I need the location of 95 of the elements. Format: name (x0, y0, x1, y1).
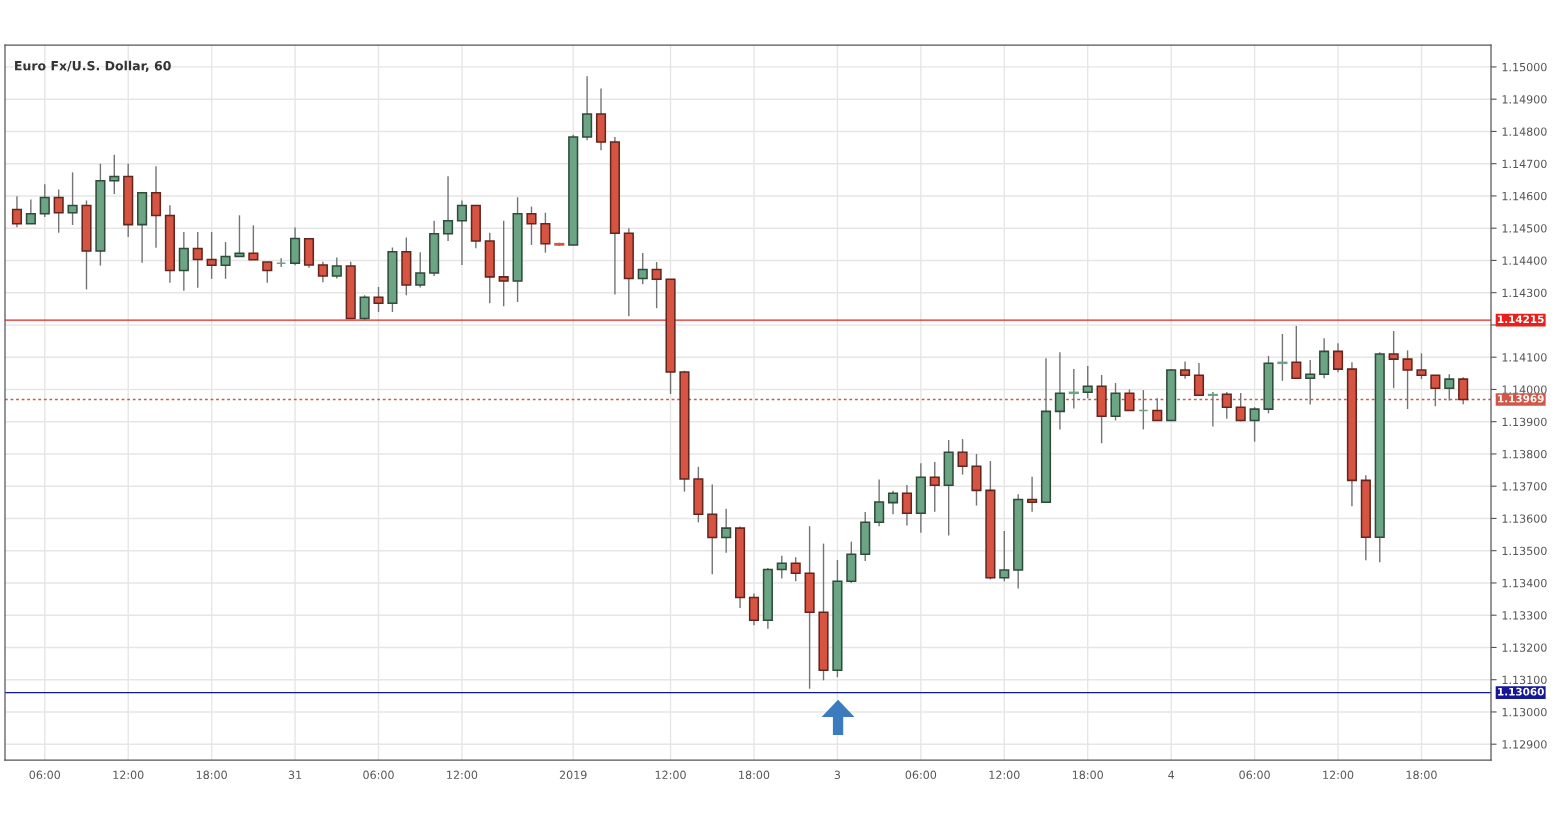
candlestick (1291, 325, 1302, 380)
candlestick (192, 231, 203, 289)
text: Euro Fx/U.S. Dollar, 60 (15, 60, 171, 72)
x-tick-label: 3 (834, 770, 841, 780)
candlestick (1193, 362, 1205, 397)
y-tick-label: 1.13000 (1502, 707, 1547, 717)
candlestick (150, 165, 162, 249)
x-tick-label: 06:00 (363, 770, 394, 780)
x-tick-label: 12:00 (655, 770, 686, 780)
candlestick (359, 294, 370, 322)
candlestick (248, 224, 259, 261)
y-tick-label: 1.13900 (1502, 417, 1547, 427)
y-tick-label: 1.14100 (1502, 353, 1547, 362)
candlestick (790, 556, 801, 583)
candlestick (874, 478, 885, 527)
x-tick-label: 06:00 (29, 770, 61, 780)
candlestick (25, 198, 36, 225)
y-tick-label: 1.12900 (1502, 740, 1547, 749)
x-tick-label: 4 (1168, 770, 1175, 779)
y-tick-label: 1.14800 (1502, 127, 1547, 136)
x-tick-label: 18:00 (196, 770, 227, 780)
candlestick (1179, 360, 1191, 380)
y-tick-label: 1.13300 (1502, 611, 1547, 620)
candlestick (929, 461, 940, 513)
candlestick (1305, 359, 1316, 406)
x-tick-label: 06:00 (1239, 770, 1270, 780)
candlestick (776, 555, 787, 580)
ref-line-label: 1.13969 (1498, 394, 1544, 403)
x-tick-label: 18:00 (1072, 770, 1103, 780)
y-tick-label: 1.14500 (1502, 224, 1547, 233)
candlestick (1444, 373, 1455, 402)
candlestick (11, 195, 23, 228)
x-tick-label: 12:00 (989, 770, 1020, 780)
candlestick (373, 286, 384, 313)
candlestick (887, 490, 899, 515)
candlestick (206, 231, 217, 280)
candlestick (109, 153, 120, 195)
candlestick (901, 484, 913, 527)
candlestick (582, 75, 593, 141)
candlestick (234, 214, 245, 258)
candlestick (1027, 476, 1038, 513)
y-tick-label: 1.14600 (1502, 191, 1547, 201)
candlestick (178, 231, 189, 292)
candlestick (317, 261, 328, 284)
candlestick (456, 199, 468, 266)
ref-line-label: 1.13060 (1498, 687, 1544, 696)
candlestick (526, 205, 537, 246)
x-tick-label: 18:00 (1406, 770, 1437, 780)
candlestick (1416, 352, 1427, 380)
candlestick (1082, 365, 1093, 399)
y-tick-label: 1.14400 (1502, 256, 1547, 265)
candlestick (262, 261, 273, 284)
candlestick (67, 171, 78, 226)
y-tick-label: 1.15000 (1502, 62, 1547, 72)
candlestick (220, 241, 231, 280)
x-tick-label: 12:00 (447, 770, 478, 780)
candlestick (39, 183, 50, 218)
candlestick (442, 175, 454, 242)
x-tick-label: 18:00 (739, 770, 770, 780)
x-tick-label: 12:00 (113, 770, 144, 780)
x-tick-label: 2019 (559, 770, 587, 780)
candlestick (498, 220, 509, 307)
y-tick-label: 1.14700 (1502, 159, 1547, 169)
candlestick (540, 212, 551, 254)
candlestick (1207, 391, 1218, 428)
ref-line-label: 1.14215 (1498, 315, 1544, 324)
y-tick-label: 1.13400 (1502, 578, 1547, 588)
y-tick-label: 1.13200 (1502, 643, 1547, 652)
y-tick-label: 1.13600 (1502, 514, 1547, 523)
x-tick-label: 06:00 (905, 770, 937, 780)
candlestick (1332, 342, 1344, 374)
y-tick-label: 1.14000 (1502, 385, 1547, 394)
y-tick-label: 1.14300 (1502, 288, 1547, 298)
candlestick (53, 188, 64, 234)
candlestick (1110, 382, 1121, 422)
candlestick (1054, 351, 1065, 431)
candlestick (748, 592, 760, 626)
y-tick-label: 1.13700 (1502, 482, 1547, 491)
candlestick (707, 483, 718, 575)
y-tick-label: 1.13100 (1502, 675, 1547, 685)
candlestick (1249, 406, 1260, 443)
candlestick (637, 252, 648, 285)
candlestick (1319, 337, 1330, 379)
x-tick-label: 12:00 (1323, 770, 1354, 780)
y-tick-label: 1.14900 (1502, 95, 1547, 104)
candlestick (957, 438, 968, 476)
candlestick (415, 251, 426, 289)
candlestick (331, 256, 342, 280)
candlestick (721, 508, 732, 554)
candlestick (999, 530, 1010, 583)
y-tick-label: 1.13500 (1502, 546, 1547, 556)
y-tick-label: 1.13800 (1502, 449, 1547, 459)
candlestick (1388, 330, 1399, 389)
candlestick (651, 261, 662, 309)
x-tick-label: 31 (288, 770, 302, 780)
